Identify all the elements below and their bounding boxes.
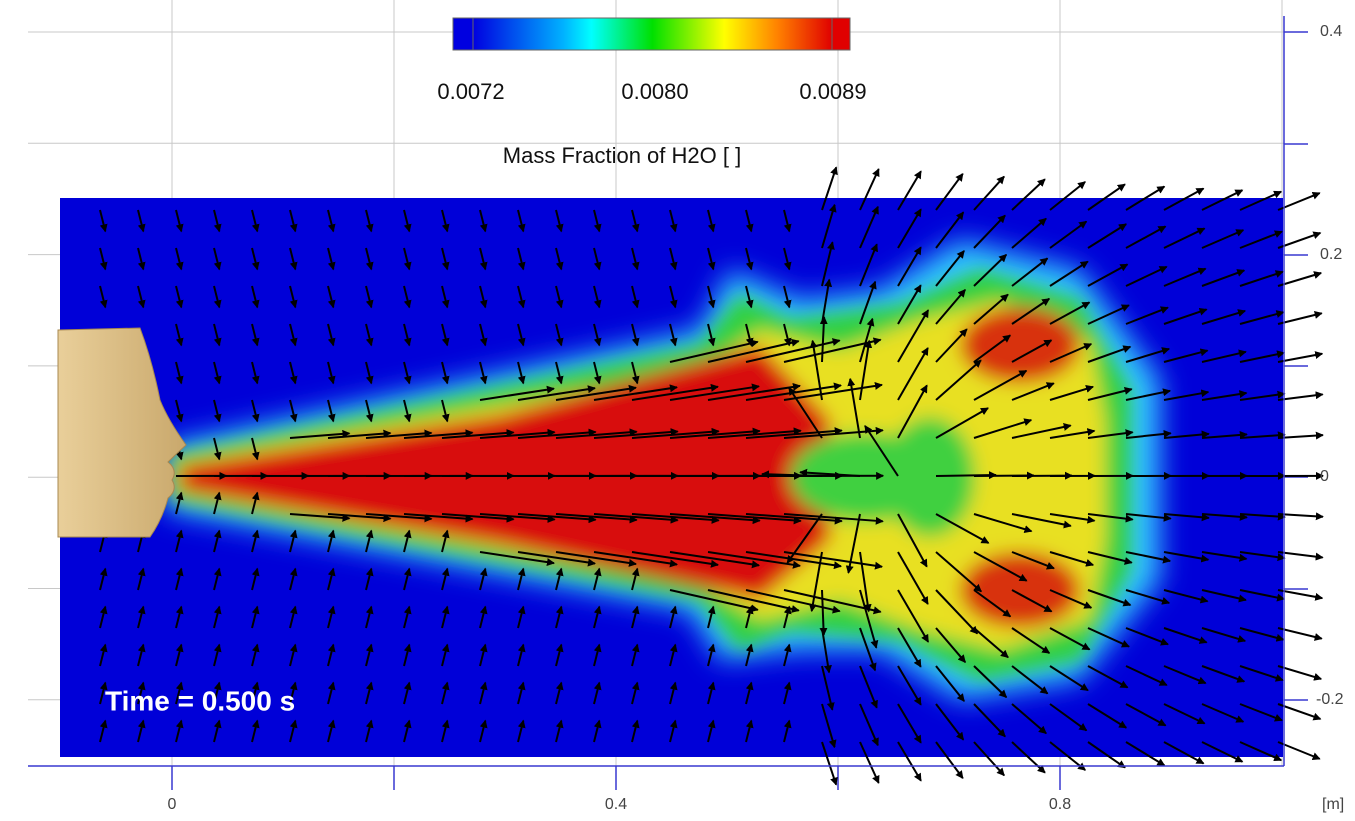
y-tick-label: -0.2 <box>1316 691 1344 708</box>
y-tick-label: 0.4 <box>1320 23 1342 40</box>
x-unit: [m] <box>1322 796 1344 813</box>
colorbar-under <box>453 18 473 50</box>
y-tick-label: 0.2 <box>1320 246 1342 263</box>
colorbar-tick-label: 0.0089 <box>799 79 866 104</box>
colorbar-over <box>832 18 850 50</box>
y-tick-label: 0 <box>1320 468 1329 485</box>
x-tick-label: 0.4 <box>605 796 627 813</box>
x-tick-label: 0.8 <box>1049 796 1071 813</box>
time-annotation: Time = 0.500 s <box>105 685 295 716</box>
colorbar-label: Mass Fraction of H2O [ ] <box>503 143 741 168</box>
x-tick-label: 0 <box>168 796 177 813</box>
figure: 0.0072 0.0080 0.0089 Mass Fraction of H2… <box>0 0 1355 821</box>
colorbar-tick-label: 0.0072 <box>437 79 504 104</box>
colorbar-tick-label: 0.0080 <box>621 79 688 104</box>
colorbar <box>473 18 832 50</box>
page: 0.0072 0.0080 0.0089 Mass Fraction of H2… <box>0 0 1355 821</box>
